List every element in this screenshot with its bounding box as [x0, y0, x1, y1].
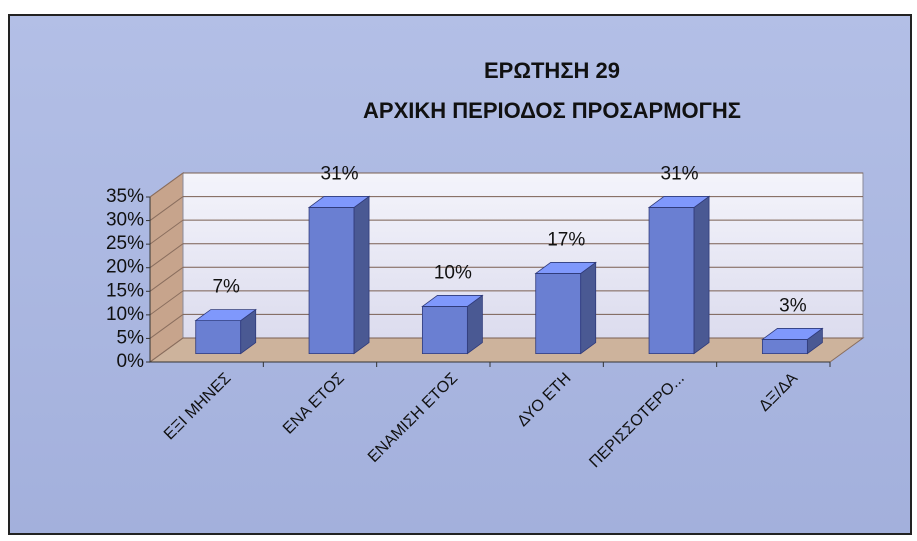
- left-wall: [149, 172, 184, 363]
- data-label: 7%: [212, 277, 240, 298]
- bar-side: [353, 195, 370, 355]
- bar: [421, 294, 484, 355]
- chart-title: ΕΡΩΤΗΣΗ 29: [484, 58, 620, 83]
- bar-top: [534, 262, 597, 274]
- grid-line: [149, 314, 184, 339]
- bar-side: [580, 261, 597, 355]
- bar-top: [421, 295, 484, 307]
- bar-front: [421, 306, 468, 355]
- bar-top: [647, 196, 711, 208]
- bar: [194, 308, 257, 355]
- y-tick-label: 25%: [106, 233, 144, 254]
- bar-front: [195, 320, 242, 355]
- chart-subtitle: ΑΡΧΙΚΗ ΠΕΡΙΟΔΟΣ ΠΡΟΣΑΡΜΟΓΗΣ: [363, 98, 741, 123]
- grid-line: [149, 337, 184, 363]
- y-tick-label: 15%: [106, 280, 144, 301]
- y-tick-label: 20%: [106, 257, 144, 278]
- bar-front: [648, 207, 695, 355]
- bar: [534, 261, 597, 355]
- data-label: 31%: [661, 163, 699, 184]
- bar-side: [693, 195, 710, 355]
- bar: [307, 195, 371, 355]
- y-tick-label: 30%: [106, 210, 144, 231]
- bar: [647, 195, 711, 355]
- grid-line: [149, 196, 184, 221]
- data-label: 31%: [321, 163, 359, 184]
- bar-front: [535, 273, 582, 355]
- bar-front: [308, 207, 355, 355]
- data-label: 3%: [779, 295, 807, 316]
- data-label: 10%: [434, 262, 472, 283]
- grid-line: [149, 266, 184, 292]
- data-label: 17%: [547, 229, 585, 250]
- y-tick-label: 0%: [117, 351, 145, 372]
- grid-line: [149, 172, 184, 198]
- bar: [761, 327, 824, 355]
- bar-top: [761, 328, 824, 340]
- floor: [148, 337, 865, 363]
- back-wall: [182, 172, 864, 339]
- y-tick-label: 10%: [106, 304, 144, 325]
- bar-top: [194, 309, 257, 322]
- grid-line: [149, 219, 184, 245]
- bar-top: [307, 196, 371, 208]
- grid-line: [149, 290, 184, 316]
- y-tick-label: 35%: [106, 186, 144, 207]
- grid-line: [149, 243, 184, 269]
- bar-front: [761, 339, 808, 355]
- y-tick-label: 5%: [117, 327, 145, 348]
